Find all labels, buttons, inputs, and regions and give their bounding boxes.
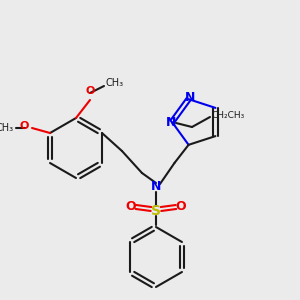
Text: CH₃: CH₃: [106, 78, 124, 88]
Text: N: N: [184, 91, 195, 104]
Text: CH₃: CH₃: [0, 123, 14, 133]
Text: O: O: [85, 86, 95, 96]
Text: CH₂CH₃: CH₂CH₃: [212, 110, 245, 119]
Text: N: N: [166, 116, 176, 128]
Text: O: O: [126, 200, 136, 212]
Text: O: O: [176, 200, 186, 212]
Text: N: N: [151, 181, 161, 194]
Text: O: O: [20, 121, 29, 131]
Text: S: S: [151, 204, 161, 218]
